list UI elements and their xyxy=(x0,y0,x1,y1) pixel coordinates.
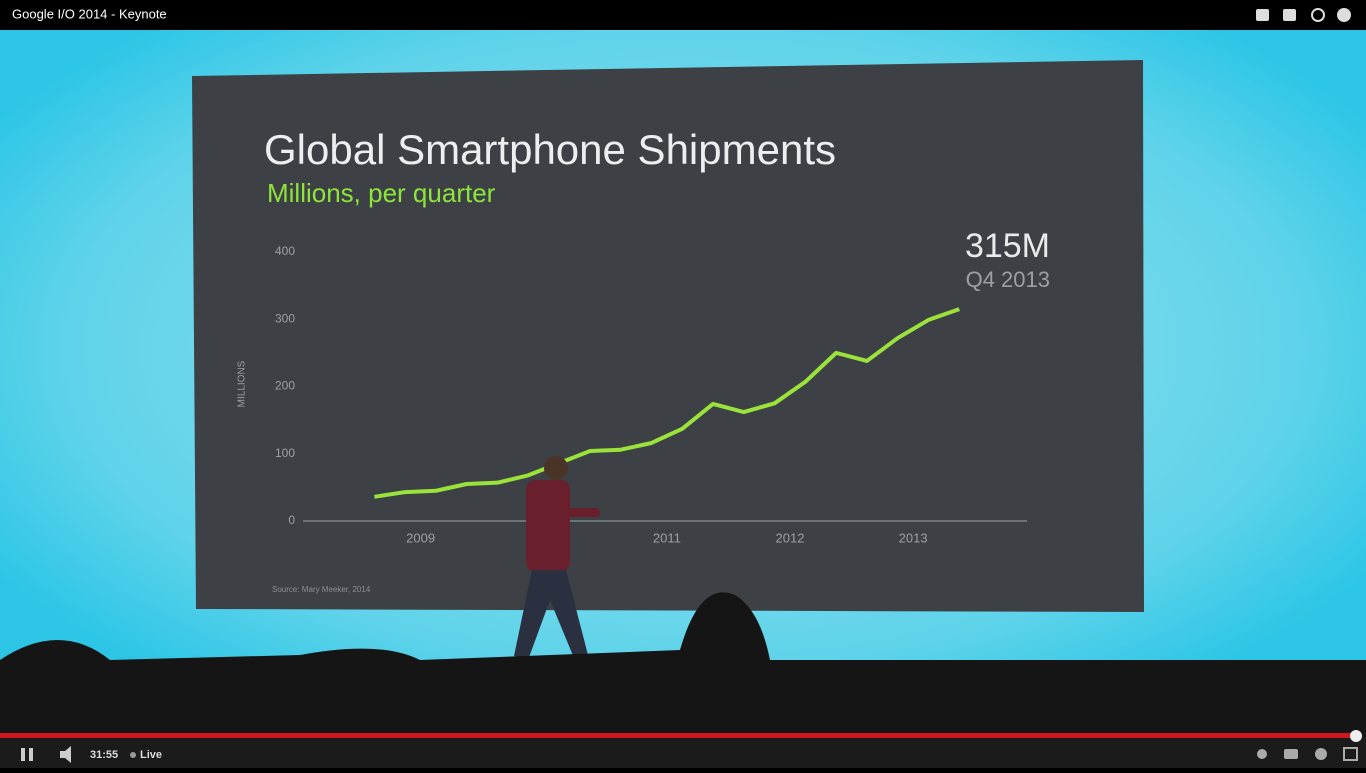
volume-button[interactable] xyxy=(60,746,71,763)
speaker xyxy=(514,456,600,660)
top-icons xyxy=(1256,8,1351,22)
video-title[interactable]: Google I/O 2014 - Keynote xyxy=(12,6,167,21)
y-tick-label: 200 xyxy=(275,379,295,393)
chart-title: Global Smartphone Shipments xyxy=(264,126,836,173)
control-bar xyxy=(0,736,1366,768)
y-tick-label: 0 xyxy=(288,513,295,527)
chart-source: Source: Mary Meeker, 2014 xyxy=(272,585,371,594)
like-button[interactable] xyxy=(1256,9,1269,21)
live-badge[interactable]: Live xyxy=(140,749,162,761)
x-tick-label: 2013 xyxy=(899,530,928,545)
watch-later-button[interactable] xyxy=(1257,749,1267,759)
captions-button[interactable] xyxy=(1284,749,1298,759)
y-tick-label: 400 xyxy=(275,244,295,258)
audience xyxy=(0,592,1366,736)
annotation-value: 315M xyxy=(965,227,1050,265)
live-dot xyxy=(130,752,136,758)
y-axis-label: MILLIONS xyxy=(237,360,248,407)
x-tick-label: 2011 xyxy=(653,530,681,545)
dislike-button[interactable] xyxy=(1283,9,1296,21)
y-tick-label: 100 xyxy=(275,446,295,460)
settings-button[interactable] xyxy=(1315,748,1327,760)
x-tick-label: 2009 xyxy=(406,530,435,545)
fullscreen-button[interactable] xyxy=(1343,747,1358,761)
title-bar xyxy=(0,0,1366,30)
info-button[interactable] xyxy=(1337,8,1351,22)
time-display: 31:55 xyxy=(90,749,118,761)
x-tick-label: 2012 xyxy=(776,530,805,545)
plot: 0 100 200 300 400 2009 2011 2012 2013 xyxy=(275,244,1027,545)
y-tick-label: 300 xyxy=(275,311,295,325)
data-line xyxy=(374,307,960,499)
slide xyxy=(192,60,1144,612)
share-button[interactable] xyxy=(1311,8,1325,22)
annotation-period: Q4 2013 xyxy=(966,267,1050,292)
scrubber[interactable] xyxy=(1350,730,1362,742)
progress-bar[interactable] xyxy=(0,733,1356,738)
chart-subtitle: Millions, per quarter xyxy=(267,178,496,208)
pause-button-bar xyxy=(29,748,33,761)
pause-button[interactable] xyxy=(21,748,25,761)
